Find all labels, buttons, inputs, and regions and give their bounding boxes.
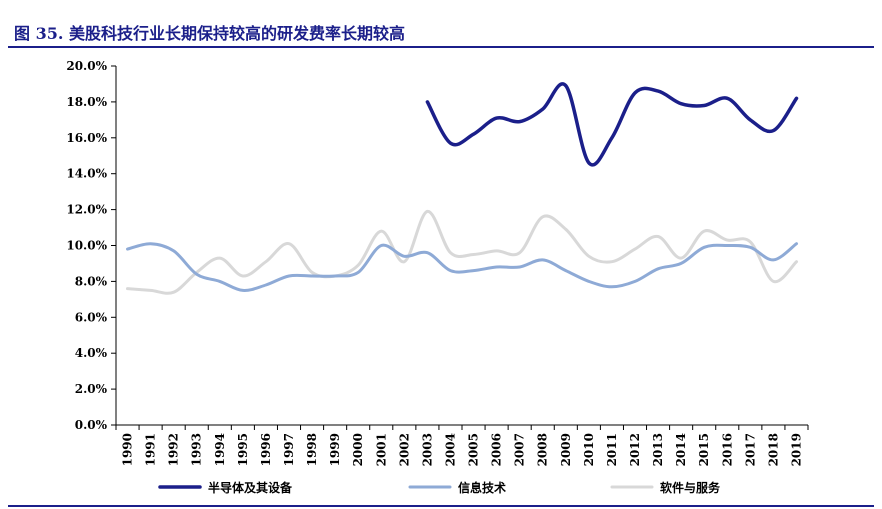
y-tick-label: 4.0% — [75, 346, 108, 360]
x-tick-label: 1990 — [121, 433, 135, 466]
x-tick-label: 2004 — [443, 433, 457, 466]
y-tick-label: 10.0% — [66, 239, 107, 253]
x-tick-label: 2015 — [697, 433, 711, 466]
axes: 0.0% 2.0% 4.0% 6.0% 8.0% 10.0% 12.0% 14.0% 16.0%… — [66, 59, 809, 466]
x-tick-label: 2014 — [674, 433, 688, 466]
x-tick-label: 1998 — [305, 433, 319, 466]
x-tick-label: 2002 — [397, 433, 411, 466]
x-tick-label: 2012 — [628, 433, 642, 466]
y-tick-label: 8.0% — [75, 274, 108, 288]
series-line — [425, 82, 799, 167]
y-tick-label: 0.0% — [75, 418, 108, 432]
y-tick-label: 20.0% — [66, 59, 107, 73]
y-tick-label: 16.0% — [66, 131, 107, 145]
x-tick-label: 2011 — [605, 433, 619, 466]
y-tick-label: 2.0% — [75, 382, 108, 396]
chart-title: 图 35. 美股科技行业长期保持较高的研发费率长期较高 — [14, 24, 405, 43]
y-tick-label: 6.0% — [75, 310, 108, 324]
x-tick-label: 2017 — [743, 433, 757, 466]
x-tick-label: 2003 — [420, 433, 434, 466]
y-tick-label: 18.0% — [66, 95, 107, 109]
x-tick-label: 1997 — [282, 433, 296, 466]
x-tick-label: 2006 — [490, 433, 504, 466]
bottom-divider — [8, 505, 874, 507]
legend-label: 半导体及其设备 — [208, 480, 293, 495]
x-tick-label: 2010 — [582, 433, 596, 466]
x-tick-label: 2008 — [536, 433, 550, 466]
x-tick-label: 2016 — [720, 433, 734, 466]
x-tick-label: 1995 — [236, 433, 250, 466]
legend-label: 软件与服务 — [660, 480, 721, 495]
x-tick-label: 2019 — [789, 433, 803, 466]
series-line — [126, 209, 798, 295]
x-tick-label: 2018 — [766, 433, 780, 466]
x-tick-label: 1993 — [190, 433, 204, 466]
y-tick-label: 14.0% — [66, 167, 107, 181]
x-tick-label: 1994 — [213, 433, 227, 466]
x-tick-label: 2001 — [374, 433, 388, 466]
x-tick-label: 1996 — [259, 433, 273, 466]
legend-label: 信息技术 — [458, 480, 506, 495]
x-tick-label: 1991 — [144, 433, 158, 466]
title-bar: 图 35. 美股科技行业长期保持较高的研发费率长期较高 — [0, 0, 882, 48]
series-layer — [126, 82, 799, 295]
series-line — [126, 242, 798, 292]
x-tick-label: 1992 — [167, 433, 181, 466]
x-tick-label: 1999 — [328, 433, 342, 466]
x-tick-label: 2013 — [651, 433, 665, 466]
x-tick-label: 2000 — [351, 433, 365, 466]
y-tick-label: 12.0% — [66, 203, 107, 217]
title-divider — [8, 46, 874, 48]
x-tick-label: 2007 — [513, 433, 527, 466]
legend: 半导体及其设备 信息技术 软件与服务 — [158, 480, 721, 495]
x-tick-label: 2009 — [559, 433, 573, 466]
x-tick-label: 2005 — [467, 433, 481, 466]
